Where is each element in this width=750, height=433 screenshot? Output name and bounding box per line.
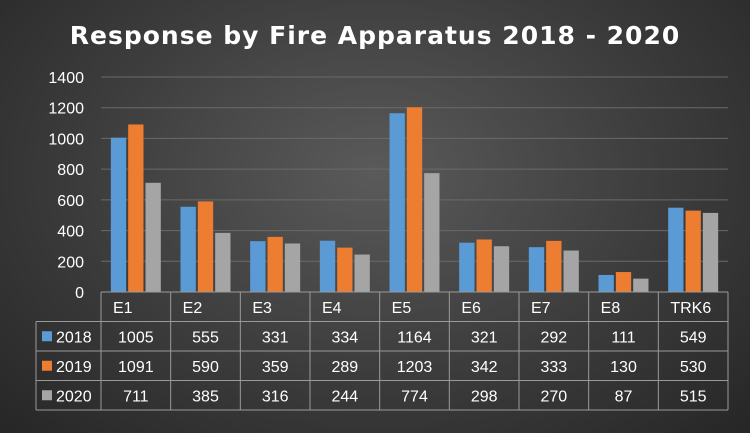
data-label: 298 xyxy=(471,388,498,405)
data-label: 292 xyxy=(540,329,567,346)
data-label: 711 xyxy=(123,388,149,405)
bar-2019-E1 xyxy=(128,124,144,292)
bar-2020-E8 xyxy=(633,278,649,292)
data-label: 111 xyxy=(611,329,635,346)
bar-2019-E4 xyxy=(337,247,353,292)
data-label: 385 xyxy=(192,388,219,405)
bar-2020-E3 xyxy=(284,243,301,292)
data-label: 333 xyxy=(540,359,567,376)
y-tick-label: 0 xyxy=(75,285,84,302)
bar-2019-E7 xyxy=(546,240,562,292)
data-label: 244 xyxy=(331,388,358,405)
bar-2018-E6 xyxy=(459,242,475,292)
bar-2018-TRK6 xyxy=(668,207,684,292)
bar-2020-TRK6 xyxy=(702,212,719,292)
category-label: E2 xyxy=(183,300,203,317)
bar-2019-E2 xyxy=(197,201,214,292)
data-label: 1164 xyxy=(397,329,432,346)
bar-2020-E1 xyxy=(145,182,161,292)
y-tick-label: 400 xyxy=(57,224,84,241)
bar-2018-E7 xyxy=(528,247,545,292)
bar-2019-E8 xyxy=(615,272,632,292)
bar-2020-E7 xyxy=(563,250,579,292)
category-label: E5 xyxy=(392,300,412,317)
data-label: 515 xyxy=(680,388,707,405)
legend-label: 2020 xyxy=(56,388,92,405)
data-label: 359 xyxy=(262,359,289,376)
bar-2020-E5 xyxy=(424,173,440,292)
bar-2018-E4 xyxy=(319,240,336,292)
y-axis-ticks: 0 200 400 600 800 1000 1200 1400 xyxy=(48,70,84,302)
bar-2019-E6 xyxy=(476,239,492,292)
bar-2018-E1 xyxy=(110,137,127,292)
data-label: 590 xyxy=(192,359,219,376)
y-tick-label: 1000 xyxy=(48,131,84,148)
legend-swatch-2018 xyxy=(42,331,52,342)
y-tick-label: 1400 xyxy=(48,70,84,87)
category-label: E8 xyxy=(601,300,621,317)
legend-swatch-2019 xyxy=(42,360,52,371)
legend-label: 2019 xyxy=(56,359,92,376)
data-label: 334 xyxy=(331,329,358,346)
data-label: 1203 xyxy=(397,359,433,376)
data-table: E1 E2 E3 E4 E5 E6 E7 E8 TRK6 2018 1005 555 331 334 116… xyxy=(35,291,729,411)
data-label: 331 xyxy=(262,329,289,346)
chart-title: Response by Fire Apparatus 2018 - 2020 xyxy=(70,21,681,50)
category-label: E7 xyxy=(531,300,551,317)
category-label: E1 xyxy=(113,300,133,317)
y-tick-label: 600 xyxy=(57,193,84,210)
data-label: 342 xyxy=(471,359,498,376)
data-label: 530 xyxy=(680,359,707,376)
data-label: 549 xyxy=(680,329,707,346)
data-label: 555 xyxy=(192,329,219,346)
bar-2020-E2 xyxy=(215,232,231,292)
bar-2018-E8 xyxy=(598,274,614,292)
bar-2019-E3 xyxy=(267,236,283,292)
bar-2020-E6 xyxy=(493,246,510,292)
data-label: 270 xyxy=(540,388,567,405)
bar-2018-E2 xyxy=(180,206,196,292)
bars xyxy=(110,107,719,292)
data-label: 1005 xyxy=(118,329,154,346)
data-label: 316 xyxy=(262,388,289,405)
category-label: E6 xyxy=(461,300,481,317)
legend-label: 2018 xyxy=(56,329,92,346)
data-label: 130 xyxy=(610,359,637,376)
data-label: 774 xyxy=(401,388,428,405)
y-tick-label: 1200 xyxy=(48,101,84,118)
y-tick-label: 200 xyxy=(57,254,84,271)
legend-swatch-2020 xyxy=(42,390,52,401)
data-label: 1091 xyxy=(118,359,154,376)
y-tick-label: 800 xyxy=(57,162,84,179)
bar-2019-E5 xyxy=(406,107,423,292)
category-label: E4 xyxy=(322,300,342,317)
bar-2020-E4 xyxy=(354,254,370,292)
bar-2018-E5 xyxy=(389,113,405,292)
data-label: 289 xyxy=(331,359,358,376)
data-label: 321 xyxy=(471,329,498,346)
category-label: TRK6 xyxy=(670,300,711,317)
data-label: 87 xyxy=(615,388,633,405)
category-label: E3 xyxy=(252,300,272,317)
bar-2018-E3 xyxy=(250,241,266,292)
bar-2019-TRK6 xyxy=(685,210,701,292)
